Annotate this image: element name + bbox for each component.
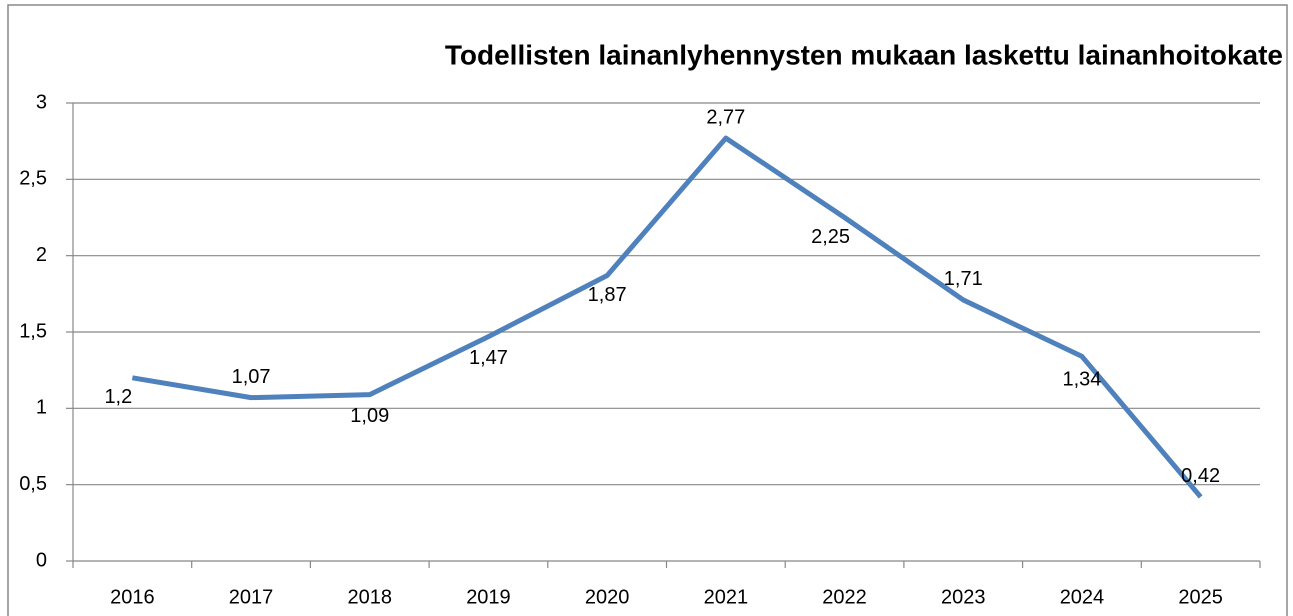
data-label: 1,47 xyxy=(469,347,508,369)
x-tick-label: 2016 xyxy=(110,586,155,608)
data-label: 2,77 xyxy=(706,106,745,128)
data-label: 1,09 xyxy=(350,405,389,427)
data-label: 1,87 xyxy=(588,284,627,306)
y-tick-label: 2 xyxy=(36,244,47,266)
data-label: 0,42 xyxy=(1181,465,1220,487)
x-tick-label: 2019 xyxy=(466,586,511,608)
chart-title: Todellisten lainanlyhennysten mukaan las… xyxy=(445,39,1283,70)
x-tick-label: 2017 xyxy=(229,586,274,608)
x-tick-label: 2021 xyxy=(704,586,749,608)
data-label: 2,25 xyxy=(811,226,850,248)
data-label: 1,71 xyxy=(944,268,983,290)
y-tick-label: 2,5 xyxy=(19,168,47,190)
data-label: 1,2 xyxy=(104,386,132,408)
x-tick-label: 2024 xyxy=(1060,586,1105,608)
y-tick-label: 0,5 xyxy=(19,473,47,495)
line xyxy=(131,135,1203,499)
y-tick-label: 0 xyxy=(36,549,47,571)
x-tick-label: 2023 xyxy=(941,586,986,608)
y-tick-label: 3 xyxy=(36,91,47,113)
chart-border xyxy=(7,4,1288,616)
y-tick-label: 1 xyxy=(36,397,47,419)
y-tick-label: 1,5 xyxy=(19,320,47,342)
x-tick-label: 2025 xyxy=(1178,586,1223,608)
x-tick-label: 2022 xyxy=(822,586,867,608)
x-tick-label: 2018 xyxy=(348,586,393,608)
data-label: 1,07 xyxy=(232,366,271,388)
x-tick-label: 2020 xyxy=(585,586,630,608)
data-label: 1,34 xyxy=(1062,369,1101,391)
